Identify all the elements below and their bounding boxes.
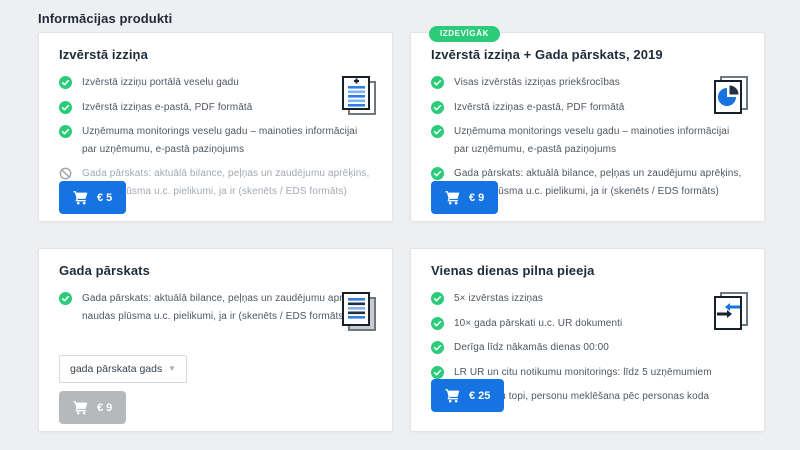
check-icon <box>59 292 72 305</box>
feature-item: Derīga līdz nākamās dienas 00:00 <box>431 339 744 357</box>
document-plus-icon <box>340 75 378 117</box>
feature-text: Izvērstā izziņas e-pastā, PDF formātā <box>454 101 625 113</box>
product-card-izversta-izzina-gada-parskats: IZDEVĪGĀK Izvērstā izziņa + Gada pārskat… <box>410 26 765 222</box>
feature-list: Izvērstā izziņu portālā veselu gadu Izvēr… <box>59 74 372 200</box>
feature-item: 10× gada pārskati u.c. UR dokumenti <box>431 315 744 333</box>
cart-icon <box>73 400 88 415</box>
cart-icon <box>445 190 460 205</box>
product-card-gada-parskats: Gada pārskats Gada pārskats: aktuālā bil… <box>38 248 393 432</box>
best-value-badge: IZDEVĪGĀK <box>429 26 500 42</box>
check-icon <box>431 292 444 305</box>
feature-text: 5× izvērstas izziņas <box>454 293 543 304</box>
ban-icon <box>59 167 72 180</box>
feature-item: Uzņēmuma monitorings veselu gadu – maino… <box>59 123 372 158</box>
check-icon <box>431 316 444 330</box>
feature-text: Uzņēmumu topi, personu meklēšana pēc per… <box>454 391 710 402</box>
check-icon <box>431 365 444 379</box>
card-title: Gada pārskats <box>59 263 150 278</box>
chevron-down-icon: ▼ <box>168 364 176 373</box>
price-label: € 9 <box>97 401 113 414</box>
price-label: € 5 <box>97 191 113 204</box>
card-title: Izvērstā izziņa <box>59 47 148 62</box>
year-select-value: gada pārskata gads <box>70 363 163 375</box>
check-icon <box>59 125 72 138</box>
buy-button[interactable]: € 9 <box>59 391 127 424</box>
price-label: € 9 <box>469 191 485 204</box>
feature-item: Izvērstā izziņu portālā veselu gadu <box>59 74 372 92</box>
feature-item: Visas izvērstās izziņas priekšrocības <box>431 74 744 92</box>
feature-text: Visas izvērstās izziņas priekšrocības <box>454 77 620 88</box>
feature-item: Izvērstā izziņas e-pastā, PDF formātā <box>431 99 744 117</box>
buy-button[interactable]: € 25 <box>431 379 505 412</box>
card-title: Izvērstā izziņa + Gada pārskats, 2019 <box>431 47 663 62</box>
buy-button[interactable]: € 5 <box>59 181 127 214</box>
check-icon <box>431 125 444 138</box>
feature-text: LR UR un citu notikumu monitorings: līdz… <box>454 366 712 378</box>
feature-text: Derīga līdz nākamās dienas 00:00 <box>454 342 609 353</box>
check-icon <box>431 76 444 89</box>
product-card-izversta-izzina: Izvērstā izziņa Izvērstā izziņu portālā … <box>38 32 393 222</box>
feature-item: Uzņēmuma monitorings veselu gadu – maino… <box>431 123 744 158</box>
card-title: Vienas dienas pilna pieeja <box>431 263 595 278</box>
document-lines-icon <box>340 291 378 333</box>
feature-text: Gada pārskats: aktuālā bilance, peļņas u… <box>454 168 742 197</box>
feature-text: Uzņēmuma monitorings veselu gadu – maino… <box>454 126 730 155</box>
feature-text: Uzņēmuma monitorings veselu gadu – maino… <box>82 126 358 155</box>
price-label: € 25 <box>469 389 491 402</box>
feature-item: Gada pārskats: aktuālā bilance, peļņas u… <box>431 165 744 200</box>
document-transfer-icon <box>712 291 750 333</box>
product-card-vienas-dienas-pilna-pieeja: Vienas dienas pilna pieeja 5× izvērstas … <box>410 248 765 432</box>
year-select[interactable]: gada pārskata gads ▼ <box>59 355 187 383</box>
feature-item: Gada pārskats: aktuālā bilance, peļņas u… <box>59 165 372 200</box>
pie-chart-document-icon <box>712 75 750 117</box>
feature-item: 5× izvērstas izziņas <box>431 290 744 308</box>
check-icon <box>431 341 444 354</box>
feature-text: Izvērstā izziņas e-pastā, PDF formātā <box>82 101 253 113</box>
feature-item: Izvērstā izziņas e-pastā, PDF formātā <box>59 99 372 117</box>
products-grid: Izvērstā izziņa Izvērstā izziņu portālā … <box>38 26 765 432</box>
page-title: Informācijas produkti <box>38 11 173 26</box>
cart-icon <box>73 190 88 205</box>
cart-icon <box>445 388 460 403</box>
feature-text: Gada pārskats: aktuālā bilance, peļņas u… <box>82 168 370 197</box>
check-icon <box>59 76 72 89</box>
check-icon <box>59 100 72 114</box>
check-icon <box>431 167 444 180</box>
feature-list: Gada pārskats: aktuālā bilance, peļņas u… <box>59 290 372 325</box>
feature-item: LR UR un citu notikumu monitorings: līdz… <box>431 364 744 382</box>
feature-text: 10× gada pārskati u.c. UR dokumenti <box>454 317 623 329</box>
feature-text: Gada pārskats: aktuālā bilance, peļņas u… <box>82 293 370 322</box>
check-icon <box>431 100 444 114</box>
feature-item: Gada pārskats: aktuālā bilance, peļņas u… <box>59 290 372 325</box>
buy-button[interactable]: € 9 <box>431 181 499 214</box>
feature-list: Visas izvērstās izziņas priekšrocības Izv… <box>431 74 744 200</box>
feature-text: Izvērstā izziņu portālā veselu gadu <box>82 77 239 88</box>
